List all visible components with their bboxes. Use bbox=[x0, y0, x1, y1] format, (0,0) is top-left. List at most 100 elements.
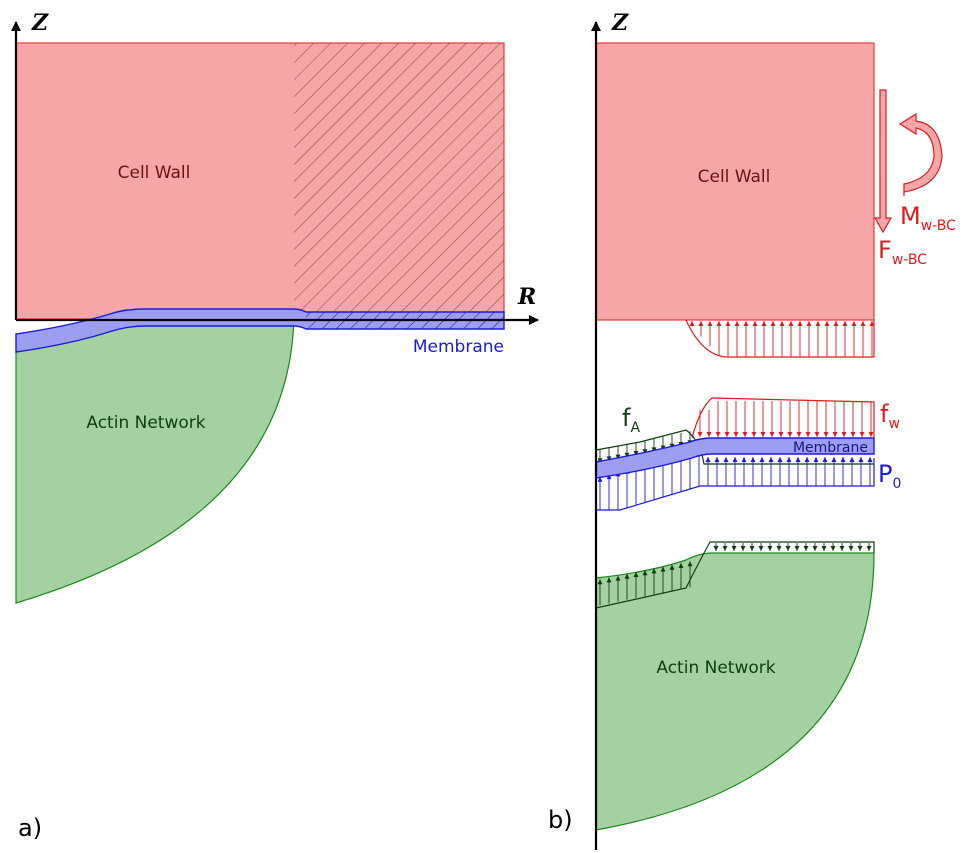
fa-label-sub: A bbox=[630, 420, 640, 436]
fw-load-arrow-head bbox=[742, 432, 748, 437]
fw-load-arrow-head bbox=[823, 432, 829, 437]
wall-load-arrow-head bbox=[770, 321, 776, 326]
actin-load-arrow-head bbox=[713, 546, 719, 551]
actin-load-arrow-head bbox=[785, 546, 791, 551]
wall-load-arrow-head bbox=[860, 321, 866, 326]
fa-load-arrow-head bbox=[624, 452, 630, 458]
p0-load-arrow-head bbox=[705, 457, 711, 462]
p0-load-arrow-head bbox=[777, 457, 783, 462]
panel-a-actin-label: Actin Network bbox=[86, 413, 205, 433]
p0-load-arrow-head bbox=[822, 457, 828, 462]
wall-load-arrow-head bbox=[716, 321, 722, 326]
actin-load-arrow-head bbox=[857, 546, 863, 551]
actin-load-arrow-head bbox=[866, 546, 872, 551]
p0-load-arrow-head bbox=[813, 457, 819, 462]
actin-load-arrow-head bbox=[740, 546, 746, 551]
fw-load-arrow-head bbox=[724, 432, 730, 437]
actin-load-arrow-head bbox=[731, 546, 737, 551]
actin-load-curve bbox=[595, 541, 875, 609]
panel-a-actin-network bbox=[15, 309, 295, 604]
actin-load-arrow-head bbox=[624, 573, 630, 579]
actin-load-arrow-head bbox=[776, 546, 782, 551]
fw-load-curve bbox=[691, 397, 875, 439]
fw-load-arrow-head bbox=[859, 432, 865, 437]
actin-load-arrow-head bbox=[839, 546, 845, 551]
wall-load-arrows bbox=[689, 321, 875, 357]
fw-load-arrow-head bbox=[787, 432, 793, 437]
p0-load-arrow-head bbox=[795, 457, 801, 462]
wall-load-arrow-head bbox=[806, 321, 812, 326]
actin-load-arrow-head bbox=[794, 546, 800, 551]
moment-arrow bbox=[898, 112, 943, 196]
actin-load-arrow-head bbox=[651, 568, 657, 574]
fw-load-arrow-head bbox=[697, 432, 703, 437]
p0-load-arrow-head bbox=[831, 457, 837, 462]
fw-load-arrow-head bbox=[760, 432, 766, 437]
actin-load-arrows bbox=[597, 543, 872, 606]
wall-load-arrow-head bbox=[725, 321, 731, 326]
actin-load-arrow-head bbox=[767, 546, 773, 551]
p0-label: P0 bbox=[878, 460, 901, 492]
wall-load-arrow-head bbox=[824, 321, 830, 326]
wall-load-arrow-head bbox=[833, 321, 839, 326]
wall-load-arrow-head bbox=[788, 321, 794, 326]
moment-label-main: M bbox=[900, 202, 921, 230]
panel-a-z-label: Z bbox=[31, 10, 49, 36]
panel-a-r-label: R bbox=[517, 284, 536, 310]
wall-load-arrow-head bbox=[779, 321, 785, 326]
actin-load-arrow-head bbox=[642, 570, 648, 576]
wall-load-arrow-head bbox=[698, 321, 704, 326]
wall-load-arrow-head bbox=[707, 321, 713, 326]
fw-load-arrow-head bbox=[778, 432, 784, 437]
actin-load-arrow-head bbox=[678, 563, 684, 568]
panel-a-wall-hatch bbox=[294, 43, 504, 319]
moment-label: Mw-BC bbox=[900, 202, 956, 234]
panel-b-cell-wall bbox=[595, 42, 875, 321]
panel-a: Z R Cell Wall Membrane Actin Network a) bbox=[11, 10, 539, 842]
wall-load-arrow-head bbox=[743, 321, 749, 326]
actin-load-arrow-head bbox=[722, 546, 728, 551]
wall-load-curve bbox=[685, 319, 875, 358]
fw-load-arrow-head bbox=[832, 432, 838, 437]
panel-b-actin-label: Actin Network bbox=[656, 658, 775, 678]
panel-b-actin-network bbox=[595, 552, 875, 831]
p0-load-curve bbox=[596, 458, 875, 511]
fw-load-arrow-head bbox=[733, 432, 739, 437]
p0-load-arrow-head bbox=[759, 457, 765, 462]
actin-load-arrow-head bbox=[597, 579, 603, 585]
wall-load-arrow-head bbox=[689, 321, 695, 326]
actin-load-arrow-head bbox=[812, 546, 818, 551]
force-label-sub: w-BC bbox=[892, 252, 927, 268]
panel-b-wall-load bbox=[685, 319, 875, 358]
panel-b-z-label: Z bbox=[611, 10, 629, 36]
wall-load-arrow-head bbox=[851, 321, 857, 326]
panel-a-cell-wall-label: Cell Wall bbox=[118, 163, 191, 183]
fw-load-arrow-head bbox=[814, 432, 820, 437]
moment-label-sub: w-BC bbox=[921, 218, 956, 234]
fw-load-arrow-head bbox=[868, 432, 874, 437]
p0-label-main: P bbox=[878, 460, 892, 488]
wall-load-arrow-head bbox=[842, 321, 848, 326]
p0-load-arrow-head bbox=[597, 476, 603, 482]
fw-load-arrow-head bbox=[850, 432, 856, 437]
actin-load-arrow-head bbox=[758, 546, 764, 551]
actin-load-arrow-head bbox=[830, 546, 836, 551]
fw-load-arrows bbox=[697, 401, 874, 437]
panel-a-tag: a) bbox=[18, 814, 42, 842]
fw-label: fw bbox=[880, 400, 900, 432]
force-label-main: F bbox=[878, 236, 892, 264]
fw-load-arrow-head bbox=[751, 432, 757, 437]
fw-load-arrow-head bbox=[706, 432, 712, 437]
p0-load-arrow-head bbox=[858, 457, 864, 462]
actin-load-arrow-head bbox=[660, 566, 666, 572]
p0-label-sub: 0 bbox=[892, 476, 901, 492]
actin-load-arrow-head bbox=[749, 546, 755, 551]
p0-load-arrow-head bbox=[867, 457, 873, 462]
actin-load-arrow-head bbox=[687, 561, 693, 567]
actin-load-arrow-head bbox=[633, 572, 639, 577]
fw-load-arrow-head bbox=[805, 432, 811, 437]
p0-load-arrow-head bbox=[804, 457, 810, 462]
wall-load-arrow-head bbox=[734, 321, 740, 326]
wall-load-arrow-head bbox=[869, 321, 875, 326]
